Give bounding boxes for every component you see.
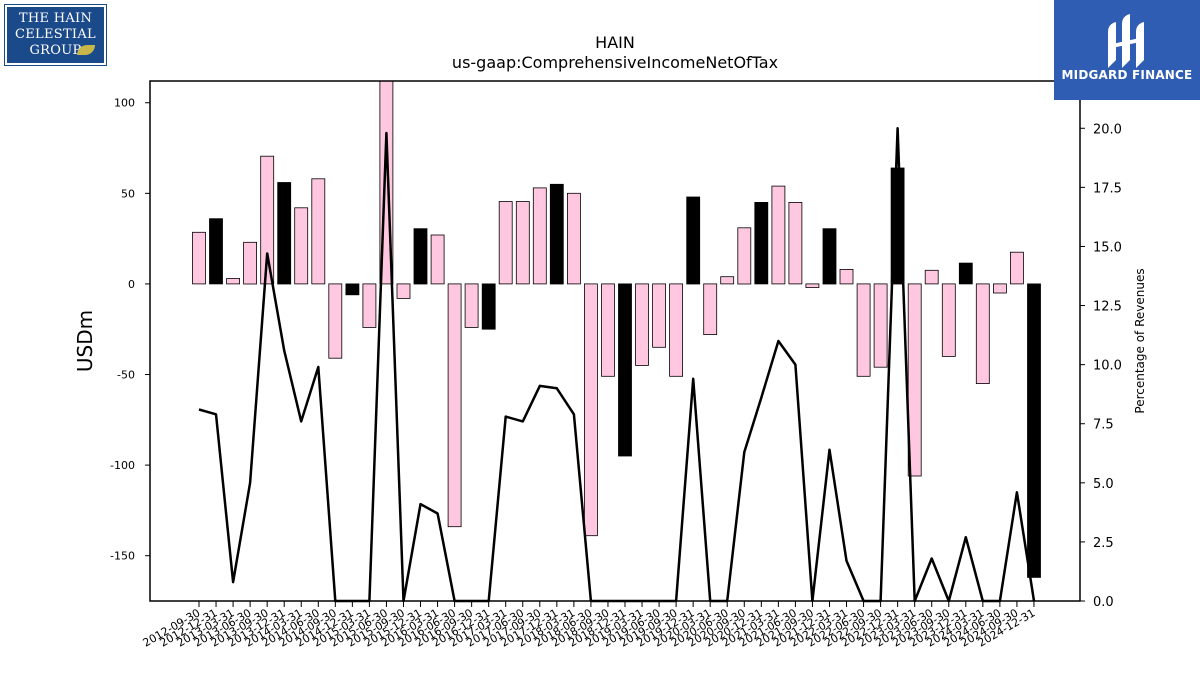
bar-2016-06-30 [447,283,462,528]
bar-2014-09-30 [328,283,343,359]
bar-2014-12-31 [345,283,360,296]
bar-2021-12-31 [822,228,837,285]
bar-2014-03-31 [294,207,309,285]
bar-2019-12-31 [686,196,701,285]
bar-2020-03-31 [703,283,718,335]
y-tick-label-0: 100 [114,97,135,110]
publisher-logo: MIDGARD FINANCE [1054,0,1200,100]
bar-2021-09-30 [805,283,820,288]
bar-2015-03-31 [362,283,377,328]
bar-2020-06-30 [720,276,735,285]
y-axis: 100 50 0 -50 -100 -150 [110,97,150,563]
bar-2023-12-31 [958,262,973,285]
bar-2018-12-31 [618,283,632,457]
midgard-mark-icon [1108,14,1144,68]
x-axis: 2012-09-302012-12-312013-03-312013-06-30… [141,601,1037,650]
bar-2013-09-30 [260,155,275,285]
bar-2019-06-30 [652,283,666,348]
bar-2022-09-30 [873,283,888,368]
bar-2024-03-31 [975,283,990,384]
y2-tick-label-1: 17.5 [1093,181,1122,196]
plot-frame [149,80,1081,602]
bar-2023-09-30 [941,283,956,357]
bar-series [192,80,1041,578]
y2-tick-label-5: 7.5 [1093,418,1114,433]
bar-2015-09-30 [396,283,411,299]
bar-2017-06-30 [515,201,530,285]
company-logo-text: THE HAIN CELESTIAL GROUP [15,11,96,58]
bar-2021-06-30 [788,201,803,285]
bar-2015-12-31 [413,228,428,285]
bar-2013-12-31 [277,182,292,285]
bar-2024-12-31 [1027,283,1041,578]
bar-2022-06-30 [856,283,871,377]
y-tick-label-4: -100 [110,459,135,472]
bar-2018-06-30 [584,283,598,537]
y2-tick-label-2: 15.0 [1093,240,1122,255]
bar-2013-06-30 [243,241,258,285]
bar-2021-03-31 [771,185,786,285]
y2-tick-label-7: 2.5 [1093,536,1114,551]
leaf-icon [77,45,95,55]
publisher-logo-text: MIDGARD FINANCE [1061,68,1193,82]
bar-2016-03-31 [430,234,445,285]
y-tick-label-3: -50 [117,369,135,382]
bar-2013-03-31 [226,278,241,285]
chart-title: HAIN [595,33,635,52]
bar-2024-06-30 [993,283,1007,294]
bar-2019-09-30 [669,283,683,377]
bar-2014-06-30 [311,178,326,285]
bar-2020-09-30 [737,227,752,285]
bar-2012-12-31 [209,218,223,285]
y2-axis: 20.0 17.5 15.0 12.5 10.0 7.5 5.0 2.5 0.0 [1080,122,1122,610]
bar-2020-12-31 [754,201,769,285]
bar-2019-03-31 [635,283,649,366]
company-logo: THE HAIN CELESTIAL GROUP [4,4,107,66]
bar-2016-09-30 [464,283,479,328]
y-tick-label-1: 50 [121,187,135,200]
bar-2023-06-30 [924,269,939,285]
y-tick-label-2: 0 [128,278,135,291]
bar-2016-12-31 [481,283,496,330]
bar-2018-03-31 [567,192,581,285]
y-tick-label-5: -150 [110,550,135,563]
bar-2012-09-30 [192,231,206,285]
bar-2024-09-30 [1010,251,1024,285]
bar-2018-09-30 [601,283,615,377]
bar-2023-03-31 [907,283,922,477]
y2-tick-label-6: 5.0 [1093,477,1114,492]
bar-2017-03-31 [498,201,513,285]
y2-tick-label-3: 12.5 [1093,300,1122,315]
chart-subtitle: us-gaap:ComprehensiveIncomeNetOfTax [452,53,778,72]
y2-tick-label-8: 0.0 [1093,595,1114,610]
y-axis-label: USDm [73,310,97,372]
y2-tick-label-0: 20.0 [1093,122,1122,137]
y2-axis-label: Percentage of Revenues [1133,268,1147,413]
bar-2022-03-31 [839,268,854,285]
bar-2017-09-30 [532,187,547,285]
y2-tick-label-4: 10.0 [1093,359,1122,374]
bar-2017-12-31 [549,183,564,285]
